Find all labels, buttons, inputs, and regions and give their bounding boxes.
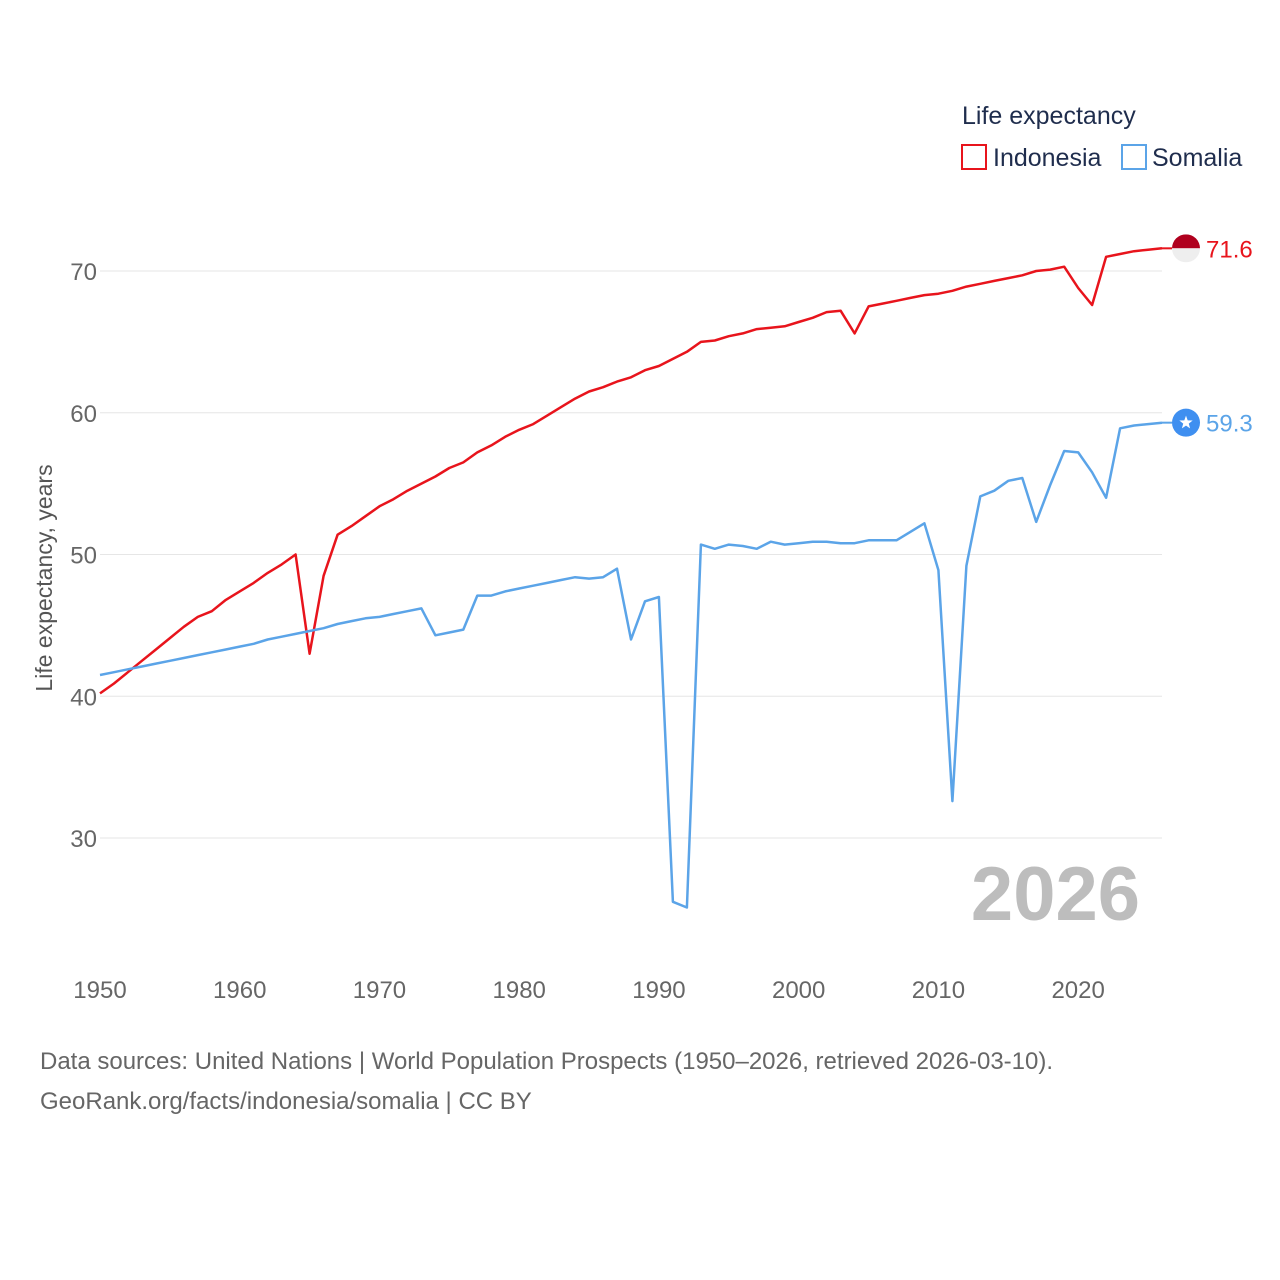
x-tick-1960: 1960 <box>213 977 266 1004</box>
series-line-somalia <box>99 421 1163 909</box>
legend-swatch-somalia[interactable] <box>1121 144 1147 170</box>
x-tick-2020: 2020 <box>1051 977 1104 1004</box>
series-line-indonesia <box>99 247 1163 695</box>
somalia-end-value: 59.3 <box>1206 411 1253 438</box>
indonesia-end-marker: 71.6 <box>1172 234 1253 263</box>
y-tick-50: 50 <box>70 543 97 570</box>
current-year-label: 2026 <box>971 852 1140 937</box>
source-footer: Data sources: United Nations | World Pop… <box>40 1042 1240 1122</box>
y-tick-30: 30 <box>70 826 97 853</box>
x-axis-ticks: 1950 1960 1970 1980 1990 2000 2010 2020 <box>73 977 1105 1004</box>
x-tick-1970: 1970 <box>353 977 406 1004</box>
legend-title: Life expectancy <box>962 102 1136 130</box>
gridlines <box>100 270 1162 839</box>
x-tick-1990: 1990 <box>632 977 685 1004</box>
x-tick-1980: 1980 <box>493 977 546 1004</box>
legend-label-indonesia[interactable]: Indonesia <box>993 144 1102 172</box>
y-axis-ticks: 30 40 50 60 70 <box>70 259 97 853</box>
y-tick-40: 40 <box>70 684 97 711</box>
y-tick-70: 70 <box>70 259 97 286</box>
somalia-end-marker: 59.3 <box>1172 408 1253 438</box>
link-line[interactable]: GeoRank.org/facts/indonesia/somalia | CC… <box>40 1088 532 1115</box>
somalia-flag-icon <box>1172 408 1200 437</box>
x-tick-1950: 1950 <box>73 977 126 1004</box>
y-tick-60: 60 <box>70 401 97 428</box>
life-expectancy-chart: 30 40 50 60 70 1950 1960 1970 1980 1990 2000 2010 2… <box>31 102 1253 1004</box>
y-axis-title: Life expectancy, years <box>31 464 57 691</box>
source-line: Data sources: United Nations | World Pop… <box>40 1048 1054 1075</box>
legend-swatch-indonesia[interactable] <box>961 144 987 170</box>
indonesia-end-value: 71.6 <box>1206 236 1253 263</box>
series-lines <box>99 247 1172 909</box>
legend: Life expectancy Indonesia Somalia <box>961 102 1242 172</box>
legend-label-somalia[interactable]: Somalia <box>1152 144 1242 172</box>
x-tick-2010: 2010 <box>912 977 965 1004</box>
x-tick-2000: 2000 <box>772 977 825 1004</box>
indonesia-flag-icon <box>1172 234 1200 263</box>
